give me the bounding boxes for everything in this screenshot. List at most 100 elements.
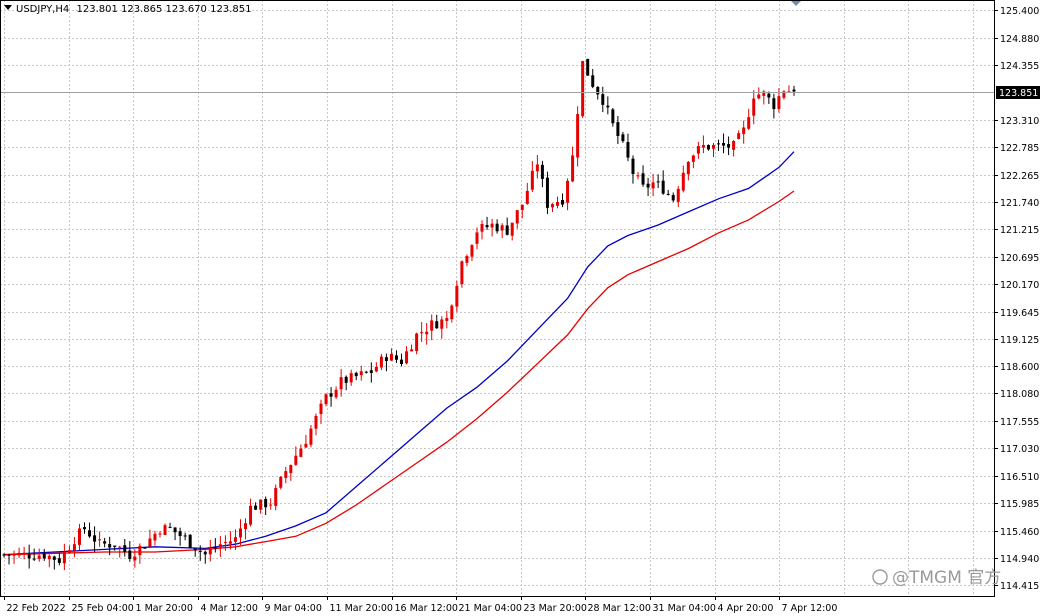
- y-tick-label: 116.510: [1000, 472, 1039, 483]
- candle-body: [72, 544, 76, 551]
- candle-body: [757, 94, 761, 99]
- candle-body: [108, 544, 112, 548]
- candle-body: [485, 225, 489, 228]
- candle-body: [178, 531, 182, 537]
- y-tick-label: 117.030: [1000, 444, 1039, 455]
- candle-body: [319, 403, 323, 415]
- y-tick-label: 121.215: [1000, 225, 1039, 236]
- candle-body: [410, 349, 414, 352]
- candle-body: [747, 117, 751, 129]
- candle-body: [349, 373, 353, 383]
- candle-body: [596, 86, 600, 95]
- candle-body: [737, 133, 741, 139]
- y-tick-label: 125.400: [1000, 6, 1039, 17]
- candle-body: [17, 552, 21, 556]
- current-price-label: 123.851: [999, 88, 1038, 99]
- candle-body: [405, 351, 409, 364]
- candle-body: [284, 471, 288, 478]
- y-tick-label: 124.355: [1000, 61, 1039, 72]
- candle-body: [77, 528, 81, 545]
- y-tick-label: 119.645: [1000, 308, 1039, 319]
- candle-body: [143, 547, 147, 549]
- candle-body: [228, 541, 232, 544]
- candle-body: [128, 550, 132, 559]
- candle-body: [294, 455, 298, 465]
- candle-body: [113, 545, 117, 547]
- candle-body: [344, 376, 348, 383]
- candle-body: [153, 533, 157, 541]
- candle-body: [646, 183, 650, 188]
- candle-body: [274, 488, 278, 506]
- candle-body: [339, 377, 343, 390]
- y-tick-label: 122.265: [1000, 171, 1039, 182]
- candle-body: [581, 61, 585, 117]
- candle-body: [203, 551, 207, 555]
- candle-body: [676, 188, 680, 202]
- candle-body: [606, 105, 610, 108]
- candle-body: [299, 448, 303, 457]
- price-axis[interactable]: 125.400 124.880 124.355 123.310 122.785 122.2…: [994, 6, 1039, 592]
- y-tick-label: 123.310: [1000, 116, 1039, 127]
- candle-body: [138, 545, 142, 556]
- candle-body: [711, 144, 715, 149]
- candle-body: [576, 114, 580, 158]
- candle-body: [163, 525, 167, 536]
- candle-body: [269, 504, 273, 506]
- candle-body: [782, 91, 786, 98]
- candle-body: [304, 443, 308, 448]
- ohlc-values: 123.801 123.865 123.670 123.851: [76, 4, 251, 15]
- candle-body: [465, 255, 469, 263]
- x-tick-label: 7 Apr 12:00: [782, 603, 838, 614]
- candle-body: [279, 476, 283, 488]
- candle-body: [394, 355, 398, 360]
- candle-body: [415, 333, 419, 352]
- collapse-triangle-icon[interactable]: [4, 5, 12, 10]
- y-tick-label: 117.555: [1000, 417, 1039, 428]
- candle-body: [334, 389, 338, 398]
- candle-body: [681, 172, 685, 191]
- candle-body: [103, 541, 107, 544]
- candle-body: [364, 371, 368, 373]
- candle-body: [208, 549, 212, 555]
- y-tick-label: 120.695: [1000, 253, 1039, 264]
- candle-body: [530, 170, 534, 190]
- candle-body: [636, 175, 640, 177]
- candle-body: [455, 285, 459, 307]
- candle-body: [470, 245, 474, 257]
- x-tick-label: 21 Mar 04:00: [459, 603, 522, 614]
- candle-body: [233, 537, 237, 542]
- candle-body: [42, 553, 46, 559]
- y-tick-label: 115.460: [1000, 527, 1039, 538]
- candle-body: [571, 155, 575, 182]
- candle-body: [460, 261, 464, 285]
- candle-body: [631, 158, 635, 174]
- candle-body: [62, 551, 66, 564]
- shift-marker-icon[interactable]: [791, 1, 801, 6]
- watermark: @TMGM 官方: [872, 568, 1001, 588]
- candle-body: [314, 415, 318, 429]
- candle-body: [656, 181, 660, 183]
- candle-body: [535, 164, 539, 172]
- candle-body: [666, 193, 670, 195]
- candle-body: [123, 545, 127, 552]
- candle-body: [12, 553, 16, 556]
- candle-body: [223, 541, 227, 543]
- x-tick-label: 4 Apr 20:00: [718, 603, 774, 614]
- candle-body: [158, 533, 162, 535]
- candle-body: [641, 173, 645, 185]
- candle-body: [168, 526, 172, 528]
- candle-body: [188, 534, 192, 548]
- candle-body: [148, 538, 152, 547]
- time-axis[interactable]: 22 Feb 2022 25 Feb 04:00 1 Mar 20:00 4 Mar …: [4, 596, 838, 614]
- y-tick-label: 115.985: [1000, 499, 1039, 510]
- candle-body: [57, 558, 61, 563]
- candle-body: [566, 180, 570, 203]
- candle-body: [556, 201, 560, 206]
- candle-body: [696, 146, 700, 154]
- x-tick-label: 1 Mar 20:00: [136, 603, 193, 614]
- current-price-tag: [996, 86, 1040, 99]
- candle-body: [47, 555, 51, 560]
- x-tick-label: 28 Mar 12:00: [588, 603, 651, 614]
- candle-body: [369, 370, 373, 373]
